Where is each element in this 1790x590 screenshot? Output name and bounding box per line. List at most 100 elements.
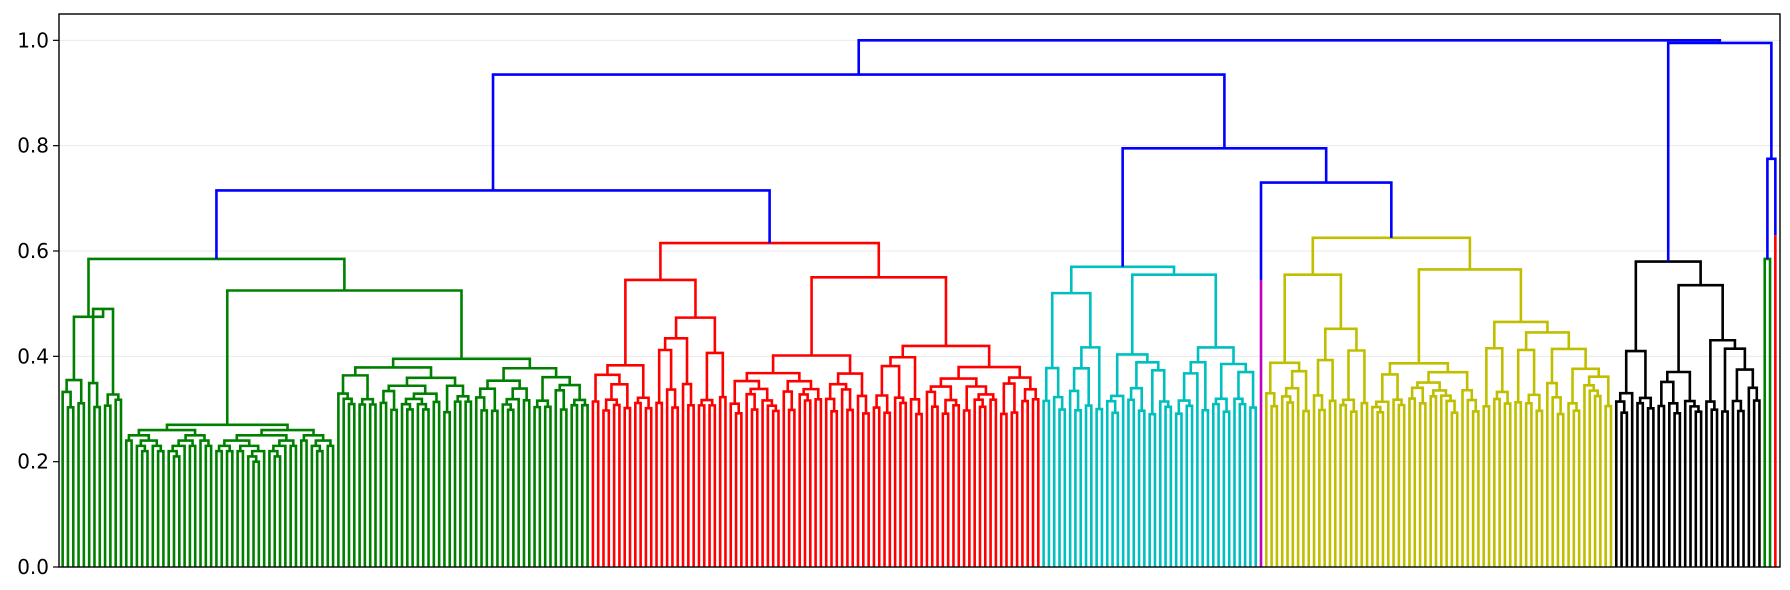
- plot-frame: [58, 13, 1781, 568]
- cluster-link: [326, 444, 335, 567]
- cluster-link: [1634, 260, 1702, 352]
- cluster-link: [1084, 404, 1093, 567]
- y-tick-label: 1.0: [17, 28, 49, 52]
- cluster-link: [1135, 361, 1160, 389]
- cluster-link: [1466, 398, 1478, 567]
- cluster-link: [1636, 401, 1645, 567]
- cluster-link: [1052, 395, 1064, 567]
- cluster-link: [432, 400, 441, 567]
- cluster-link: [1105, 399, 1117, 567]
- cluster-link: [501, 403, 513, 567]
- cluster-link: [1550, 347, 1587, 384]
- cluster-link: [771, 354, 852, 374]
- cluster-link: [215, 449, 224, 567]
- cluster-link: [1095, 407, 1104, 567]
- cluster-link: [798, 393, 809, 567]
- cluster-link: [828, 382, 848, 399]
- cluster-link: [810, 276, 948, 356]
- cluster-link: [766, 404, 778, 567]
- cluster-link: [1535, 409, 1544, 567]
- cluster-link: [999, 412, 1008, 567]
- cluster-link: [1068, 389, 1080, 567]
- cluster-link: [612, 403, 621, 567]
- cluster-link: [602, 409, 611, 567]
- cluster-link: [1174, 412, 1183, 567]
- cluster-link: [77, 401, 86, 567]
- cluster-link: [1111, 411, 1120, 567]
- cluster-link: [315, 449, 324, 567]
- cluster-link: [506, 408, 515, 567]
- cluster-link: [973, 398, 984, 567]
- cluster-link: [1427, 370, 1469, 391]
- upper-link: [491, 73, 1226, 191]
- cluster-link: [1677, 283, 1724, 373]
- cluster-link: [1445, 399, 1456, 567]
- cluster-link: [681, 382, 693, 567]
- cluster-link: [1524, 401, 1533, 567]
- cluster-link: [368, 403, 377, 567]
- cluster-link: [502, 366, 558, 381]
- cluster-link: [771, 409, 780, 567]
- cluster-link: [1514, 400, 1523, 567]
- cluster-link: [734, 411, 743, 567]
- cluster-link: [1312, 394, 1324, 567]
- cluster-link: [941, 412, 950, 567]
- cluster-link: [310, 444, 322, 567]
- cluster-link: [188, 444, 197, 567]
- cluster-link: [856, 394, 868, 567]
- cluster-link: [554, 389, 566, 567]
- cluster-link: [103, 404, 112, 567]
- cluster-link: [167, 449, 178, 567]
- cluster-link: [687, 403, 695, 567]
- cluster-link: [199, 439, 210, 567]
- cluster-link: [268, 449, 279, 567]
- cluster-link: [591, 400, 600, 567]
- cluster-link: [1360, 401, 1369, 567]
- cluster-link: [342, 397, 353, 567]
- cluster-link: [1376, 410, 1385, 567]
- cluster-link: [1283, 273, 1343, 363]
- cluster-link: [1328, 399, 1337, 567]
- cluster-link: [1657, 404, 1666, 567]
- cluster-link: [1158, 400, 1170, 567]
- cluster-link: [1736, 409, 1745, 567]
- cluster-link: [1130, 273, 1218, 355]
- cluster-link: [1673, 411, 1682, 567]
- cluster-link: [803, 399, 812, 567]
- cluster-link: [1556, 412, 1565, 567]
- cluster-link: [962, 409, 971, 567]
- cluster-link: [814, 398, 823, 567]
- cluster-link: [358, 403, 367, 567]
- cluster-link: [899, 401, 908, 567]
- cluster-link: [543, 405, 552, 567]
- cluster-link: [606, 363, 645, 398]
- cluster-link: [1318, 408, 1326, 567]
- cluster-link: [480, 409, 489, 567]
- upper-link: [1259, 181, 1393, 280]
- y-tick-label: 0.6: [17, 239, 49, 263]
- cluster-link: [952, 404, 961, 567]
- cluster-link: [1185, 404, 1194, 567]
- cluster-link: [745, 392, 756, 567]
- cluster-link: [893, 396, 905, 567]
- cluster-link: [1137, 409, 1146, 567]
- cluster-link: [1211, 402, 1220, 567]
- cluster-link: [490, 409, 499, 567]
- cluster-link: [400, 402, 412, 567]
- cluster-link: [989, 398, 998, 567]
- cluster-link: [236, 449, 245, 567]
- cluster-link: [1614, 400, 1626, 567]
- cluster-link: [1074, 409, 1083, 567]
- cluster-link: [1689, 405, 1700, 567]
- y-tick-label: 0.4: [17, 344, 49, 368]
- cluster-link: [1524, 331, 1571, 350]
- cluster-link: [1069, 265, 1176, 294]
- cluster-link: [156, 449, 165, 567]
- cluster-link: [273, 455, 282, 567]
- cluster-link: [114, 398, 123, 567]
- cluster-link: [1265, 391, 1276, 567]
- cluster-link: [1450, 411, 1459, 567]
- cluster-link: [1471, 410, 1480, 567]
